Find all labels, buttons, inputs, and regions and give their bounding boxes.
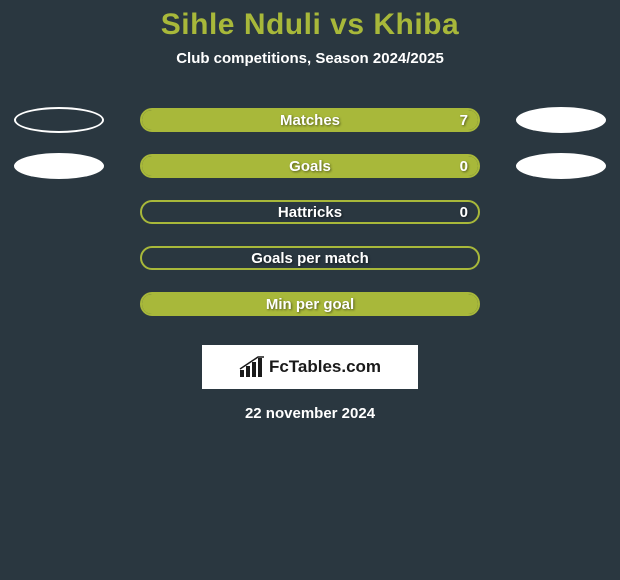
stat-bar: Matches7: [140, 108, 480, 132]
page-subtitle: Club competitions, Season 2024/2025: [0, 50, 620, 67]
stat-row: Hattricks0: [0, 189, 620, 235]
logo-box[interactable]: FcTables.com: [202, 345, 418, 389]
logo-text: FcTables.com: [269, 357, 381, 377]
stat-bar-value: 7: [460, 110, 468, 130]
stat-bar: Goals0: [140, 154, 480, 178]
stat-bar-label: Min per goal: [142, 294, 478, 314]
stat-bar: Min per goal: [140, 292, 480, 316]
right-ellipse: [516, 153, 606, 179]
stat-row: Min per goal: [0, 281, 620, 327]
stat-rows: Matches7Goals0Hattricks0Goals per matchM…: [0, 97, 620, 327]
stat-bar: Goals per match: [140, 246, 480, 270]
page-title: Sihle Nduli vs Khiba: [0, 8, 620, 42]
stat-row: Goals per match: [0, 235, 620, 281]
logo-inner: FcTables.com: [239, 356, 381, 378]
comparison-container: Sihle Nduli vs Khiba Club competitions, …: [0, 0, 620, 580]
stat-bar-label: Goals: [142, 156, 478, 176]
stat-bar-label: Matches: [142, 110, 478, 130]
date-text: 22 november 2024: [0, 405, 620, 422]
right-ellipse: [516, 107, 606, 133]
left-ellipse: [14, 107, 104, 133]
stat-bar-value: 0: [460, 156, 468, 176]
stat-bar: Hattricks0: [140, 200, 480, 224]
stat-bar-label: Goals per match: [142, 248, 478, 268]
stat-row: Matches7: [0, 97, 620, 143]
barchart-icon: [239, 356, 265, 378]
stat-row: Goals0: [0, 143, 620, 189]
left-ellipse: [14, 153, 104, 179]
stat-bar-value: 0: [460, 202, 468, 222]
stat-bar-label: Hattricks: [142, 202, 478, 222]
